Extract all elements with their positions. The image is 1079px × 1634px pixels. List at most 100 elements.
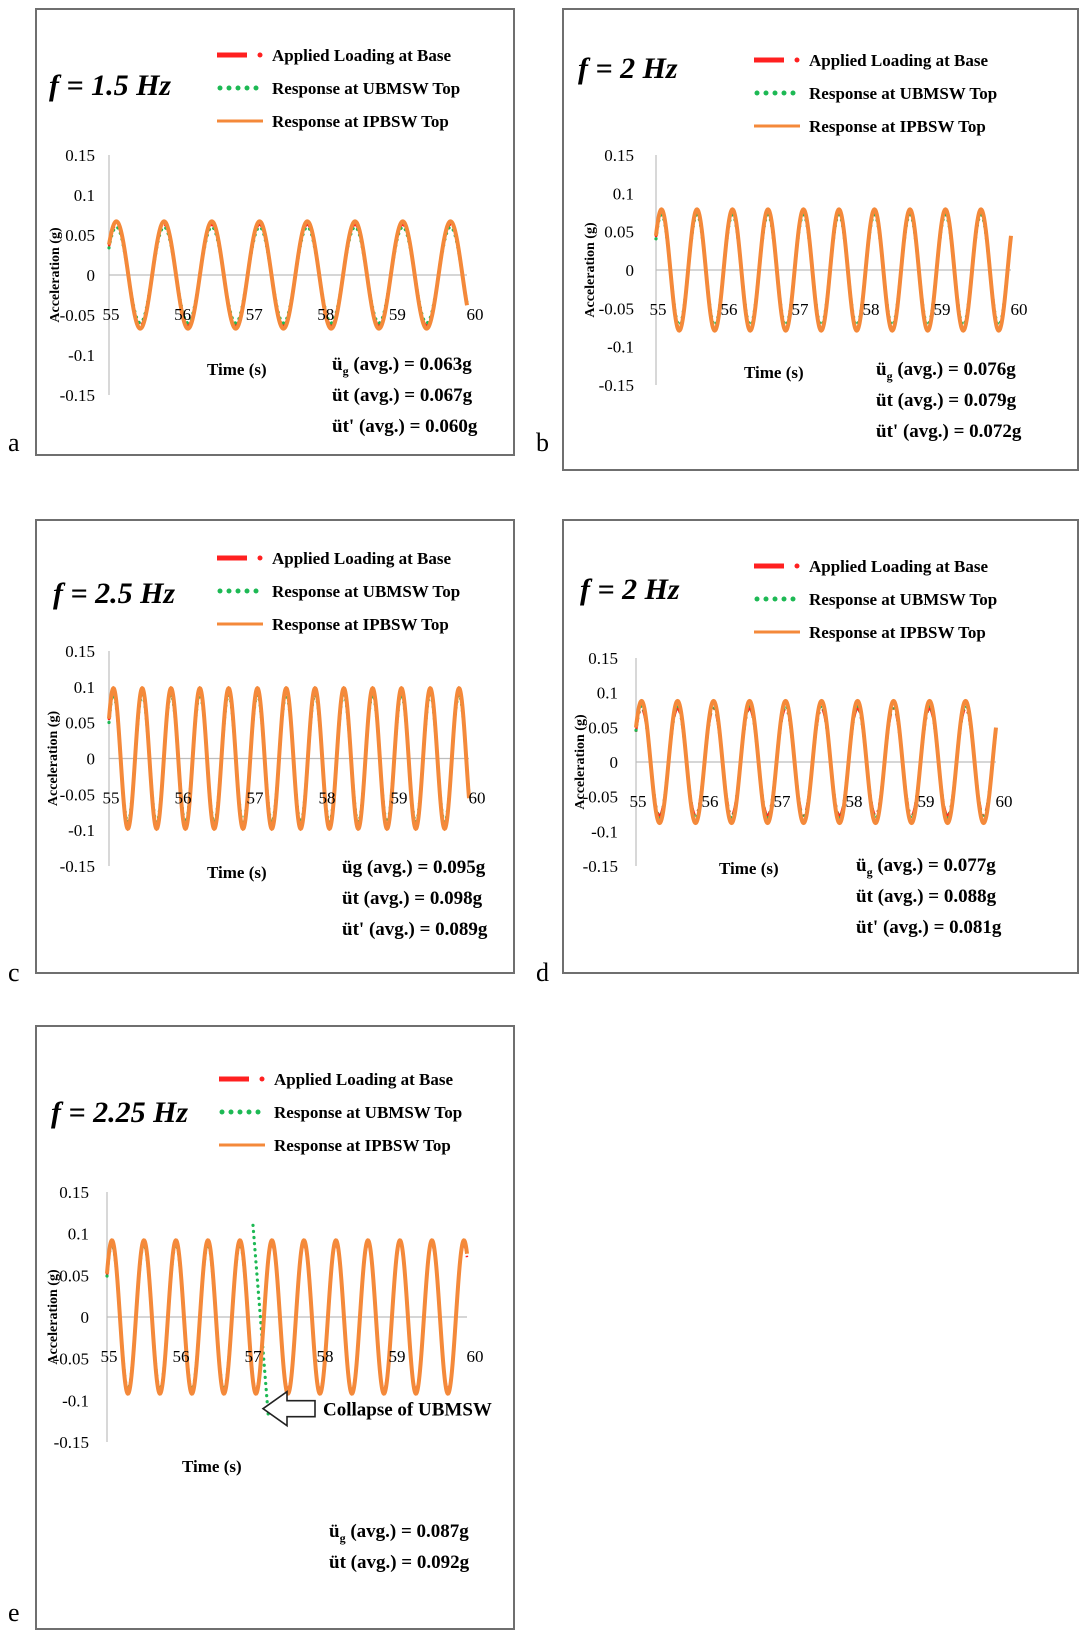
y-tick-label: -0.1 (62, 1391, 89, 1410)
chart-title: f = 2.25 Hz (51, 1096, 188, 1129)
y-tick-label: 0.15 (588, 649, 618, 668)
stat-line: üt (avg.) = 0.079g (876, 390, 1017, 411)
stat-symbol: üt (856, 886, 874, 907)
x-tick-label: 56 (721, 300, 738, 319)
legend-swatch-ubmsw-dot (772, 596, 778, 602)
legend-item: Applied Loading at Base (219, 1070, 453, 1089)
legend-swatch-base-dot (257, 555, 263, 561)
chart-panel-d: f = 2 Hz Applied Loading at Base Response … (562, 519, 1079, 974)
legend-swatch-ubmsw-dot (790, 596, 796, 602)
x-axis-label: Time (s) (207, 863, 267, 882)
x-tick-label: 59 (391, 789, 408, 808)
y-tick-label: 0.15 (65, 146, 95, 165)
stat-value: (avg.) = 0.087g (346, 1521, 470, 1542)
legend-label: Response at IPBSW Top (274, 1136, 451, 1155)
legend-label: Response at IPBSW Top (272, 615, 449, 634)
y-tick-label: -0.1 (68, 346, 95, 365)
x-tick-label: 56 (174, 305, 191, 324)
stat-line: üt' (avg.) = 0.089g (342, 919, 488, 940)
legend-label: Applied Loading at Base (272, 46, 451, 65)
stat-line: üt (avg.) = 0.067g (332, 385, 473, 406)
stat-line: üg (avg.) = 0.077g (856, 855, 996, 879)
stat-subscript: g (867, 865, 873, 879)
stat-symbol: üt (332, 385, 350, 406)
stat-symbol: ü (856, 855, 867, 876)
legend-item: Response at IPBSW Top (754, 623, 986, 642)
legend-swatch-ubmsw-dot (763, 90, 769, 96)
legend-label: Response at UBMSW Top (272, 582, 460, 601)
stat-line: üg (avg.) = 0.087g (329, 1521, 469, 1545)
stat-value: (avg.) = 0.063g (349, 354, 473, 375)
x-axis-label: Time (s) (207, 360, 267, 379)
legend-label: Response at UBMSW Top (809, 84, 997, 103)
y-tick-label: -0.05 (54, 1350, 89, 1369)
legend-item: Applied Loading at Base (754, 51, 988, 70)
x-tick-label: 55 (630, 792, 647, 811)
legend-swatch-ubmsw-dot (226, 85, 232, 91)
x-tick-label: 58 (863, 300, 880, 319)
legend-item: Response at UBMSW Top (217, 582, 460, 601)
x-tick-label: 59 (389, 305, 406, 324)
x-tick-label: 55 (103, 789, 120, 808)
stat-value: (avg.) = 0.079g (893, 390, 1017, 411)
y-tick-label: 0.05 (65, 714, 95, 733)
stat-symbol: üt (342, 888, 360, 909)
y-tick-label: -0.1 (68, 821, 95, 840)
legend-swatch-ubmsw-dot (772, 90, 778, 96)
stat-symbol: üt' (876, 421, 898, 442)
x-tick-label: 60 (1011, 300, 1028, 319)
stat-line: üt' (avg.) = 0.072g (876, 421, 1022, 442)
y-tick-label: 0.1 (597, 684, 618, 703)
y-tick-label: -0.1 (607, 338, 634, 357)
legend-item: Response at UBMSW Top (754, 590, 997, 609)
stat-symbol: üt' (332, 416, 354, 437)
chart-svg-a: f = 1.5 Hz Applied Loading at Base Respons… (48, 46, 484, 437)
x-tick-label: 55 (103, 305, 120, 324)
stat-value: (avg.) = 0.088g (873, 886, 997, 907)
y-tick-label: 0 (610, 753, 619, 772)
y-tick-label: 0.15 (604, 146, 634, 165)
chart-svg-d: f = 2 Hz Applied Loading at Base Response … (573, 557, 1013, 938)
stat-subscript: g (887, 369, 893, 383)
stat-value: (avg.) = 0.098g (359, 888, 483, 909)
stat-line: üg (avg.) = 0.076g (876, 359, 1016, 383)
x-tick-label: 58 (846, 792, 863, 811)
x-tick-label: 57 (246, 305, 264, 324)
legend-swatch-ubmsw-dot (781, 90, 787, 96)
legend-swatch-ubmsw-dot (253, 588, 259, 594)
legend-label: Response at UBMSW Top (274, 1103, 462, 1122)
chart-title: f = 1.5 Hz (49, 69, 171, 102)
x-tick-label: 60 (996, 792, 1013, 811)
legend-item: Response at IPBSW Top (219, 1136, 451, 1155)
stat-symbol: üt (329, 1552, 347, 1573)
stat-symbol: üt' (342, 919, 364, 940)
collapse-arrow-icon (261, 1390, 316, 1428)
x-tick-label: 59 (918, 792, 935, 811)
x-tick-label: 60 (467, 305, 484, 324)
legend-swatch-ubmsw-dot (754, 90, 760, 96)
stat-value: (avg.) = 0.076g (893, 359, 1017, 380)
stat-value: (avg.) = 0.095g (362, 857, 486, 878)
panel-letter-a: a (8, 428, 20, 457)
legend-swatch-ubmsw-dot (244, 85, 250, 91)
legend-label: Response at IPBSW Top (809, 117, 986, 136)
y-axis-label: Acceleration (g) (46, 1269, 61, 1365)
x-tick-label: 57 (247, 789, 265, 808)
y-tick-label: 0 (87, 266, 96, 285)
stat-symbol: üt (876, 390, 894, 411)
y-tick-label: -0.15 (60, 386, 95, 405)
x-tick-label: 56 (702, 792, 719, 811)
y-tick-label: 0 (87, 750, 96, 769)
x-tick-label: 58 (317, 1347, 334, 1366)
legend-item: Response at UBMSW Top (754, 84, 997, 103)
x-axis-label: Time (s) (182, 1457, 242, 1476)
y-axis-label: Acceleration (g) (46, 711, 61, 807)
legend-swatch-ubmsw-dot (790, 90, 796, 96)
stat-value: (avg.) = 0.060g (354, 416, 478, 437)
legend-swatch-ubmsw-dot (217, 588, 223, 594)
legend-swatch-ubmsw-dot (219, 1109, 225, 1115)
x-tick-label: 56 (173, 1347, 190, 1366)
panel-letter-e: e (8, 1598, 20, 1627)
legend-item: Response at IPBSW Top (217, 112, 449, 131)
y-tick-label: -0.05 (583, 788, 618, 807)
